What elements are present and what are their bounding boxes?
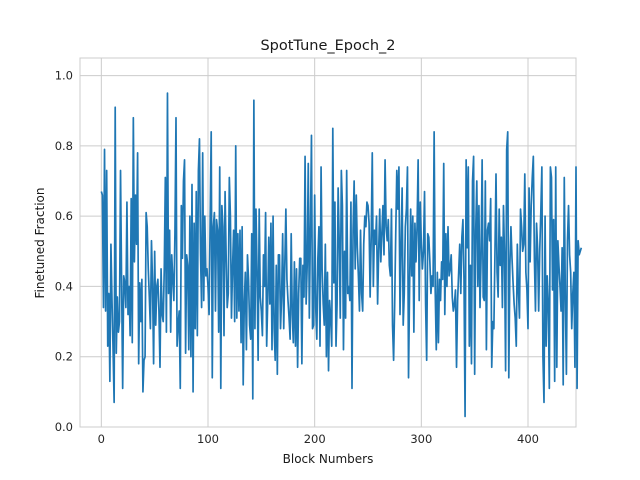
y-tick-label: 1.0: [55, 69, 73, 83]
y-tick-labels: 0.0 0.2 0.4 0.6 0.8 1.0: [55, 69, 73, 434]
y-axis-label: Finetuned Fraction: [33, 188, 47, 299]
x-tick-label: 200: [304, 432, 326, 446]
y-tick-label: 0.8: [55, 139, 73, 153]
x-tick-label: 100: [197, 432, 219, 446]
x-axis-label: Block Numbers: [283, 452, 374, 466]
y-tick-label: 0.6: [55, 209, 73, 223]
series-layer: [100, 92, 583, 418]
series-line: [100, 92, 583, 418]
y-tick-label: 0.0: [55, 420, 73, 434]
x-tick-labels: 0 100 200 300 400: [98, 432, 539, 446]
y-tick-label: 0.4: [55, 279, 73, 293]
x-tick-label: 300: [410, 432, 432, 446]
y-tick-label: 0.2: [55, 350, 73, 364]
x-tick-label: 400: [517, 432, 539, 446]
chart-title: SpotTune_Epoch_2: [260, 38, 395, 54]
x-tick-label: 0: [98, 432, 105, 446]
